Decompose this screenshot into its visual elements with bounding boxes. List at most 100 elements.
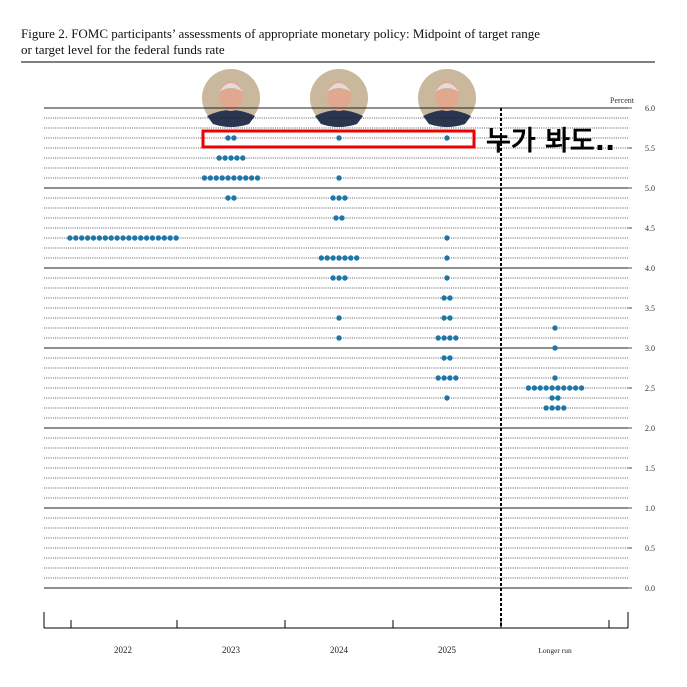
dot xyxy=(237,175,243,181)
dot xyxy=(231,135,237,141)
dot xyxy=(441,335,447,341)
dot xyxy=(543,385,549,391)
dot xyxy=(173,235,179,241)
dot xyxy=(324,255,330,261)
dot xyxy=(225,175,231,181)
photo-suit xyxy=(207,110,255,127)
dot xyxy=(537,385,543,391)
dot xyxy=(126,235,132,241)
x-tick-label: 2022 xyxy=(114,645,132,655)
dot xyxy=(447,375,453,381)
dot xyxy=(243,175,249,181)
dot xyxy=(330,195,336,201)
dot xyxy=(531,385,538,391)
annotation: 누가 봐도.. xyxy=(486,126,615,157)
dot xyxy=(444,275,450,281)
y-tick-label: 0.0 xyxy=(645,584,655,593)
dot xyxy=(333,215,339,221)
dot xyxy=(441,295,447,301)
dot xyxy=(120,235,126,241)
dot xyxy=(342,195,348,201)
dot xyxy=(254,175,261,181)
dot xyxy=(572,385,579,391)
dot xyxy=(336,315,342,321)
chart-subtitle: or target level for the federal funds ra… xyxy=(21,42,225,57)
y-tick-label: 3.0 xyxy=(645,344,655,353)
dot xyxy=(336,175,342,181)
dot xyxy=(552,345,558,351)
y-axis-label: Percent xyxy=(610,96,635,105)
dot xyxy=(318,255,324,261)
dot xyxy=(441,355,447,361)
dot xyxy=(231,195,237,201)
dot xyxy=(216,155,222,161)
dot xyxy=(447,295,453,301)
photo-hair xyxy=(327,83,351,92)
dot xyxy=(435,375,441,381)
y-tick-label: 4.0 xyxy=(645,264,655,273)
highlight-box xyxy=(201,129,476,149)
dot xyxy=(336,275,342,281)
dot xyxy=(155,235,162,241)
dot xyxy=(79,235,85,241)
dot xyxy=(213,175,219,181)
dot xyxy=(336,335,342,341)
photo-suit xyxy=(315,110,363,127)
dot xyxy=(336,255,342,261)
dot xyxy=(240,155,246,161)
dot xyxy=(342,255,348,261)
dot xyxy=(330,255,336,261)
dot xyxy=(90,235,97,241)
y-tick-label: 1.0 xyxy=(645,504,655,513)
dot xyxy=(330,275,336,281)
dot xyxy=(336,135,342,141)
dot xyxy=(225,195,231,201)
dot xyxy=(525,385,532,391)
photo-hair xyxy=(435,83,459,92)
dot xyxy=(228,155,234,161)
dot xyxy=(453,375,459,381)
dot xyxy=(354,255,360,261)
x-tick-label: 2025 xyxy=(438,645,457,655)
dot xyxy=(132,235,138,241)
dot xyxy=(222,155,228,161)
dot xyxy=(219,175,225,181)
dot xyxy=(114,235,120,241)
dot xyxy=(108,235,114,241)
dot xyxy=(543,405,549,411)
photos xyxy=(202,69,476,127)
dot xyxy=(143,235,150,241)
dot xyxy=(149,235,156,241)
dot xyxy=(73,235,79,241)
dot xyxy=(234,155,240,161)
dot xyxy=(441,375,447,381)
dot xyxy=(348,255,354,261)
x-tick-label: 2023 xyxy=(222,645,241,655)
dot xyxy=(339,215,345,221)
dot xyxy=(447,315,453,321)
dot xyxy=(567,385,573,391)
dot xyxy=(225,135,231,141)
dot xyxy=(447,335,453,341)
dot xyxy=(453,335,459,341)
dot xyxy=(444,135,450,141)
dot xyxy=(67,235,73,241)
x-tick-label: 2024 xyxy=(330,645,349,655)
dot xyxy=(231,175,237,181)
chart-title: Figure 2. FOMC participants’ assessments… xyxy=(21,26,540,41)
dot xyxy=(561,405,567,411)
dot xyxy=(138,235,144,241)
dot xyxy=(444,395,450,401)
y-tick-label: 1.5 xyxy=(645,464,655,473)
dot xyxy=(435,335,441,341)
x-tick-label: Longer run xyxy=(538,646,572,655)
dot xyxy=(201,175,208,181)
y-tick-label: 2.5 xyxy=(645,384,655,393)
y-tick-label: 0.5 xyxy=(645,544,655,553)
dot xyxy=(207,175,214,181)
y-tick-label: 5.0 xyxy=(645,184,655,193)
dot xyxy=(549,385,555,391)
dot xyxy=(102,235,109,241)
y-tick-label: 5.5 xyxy=(645,144,655,153)
